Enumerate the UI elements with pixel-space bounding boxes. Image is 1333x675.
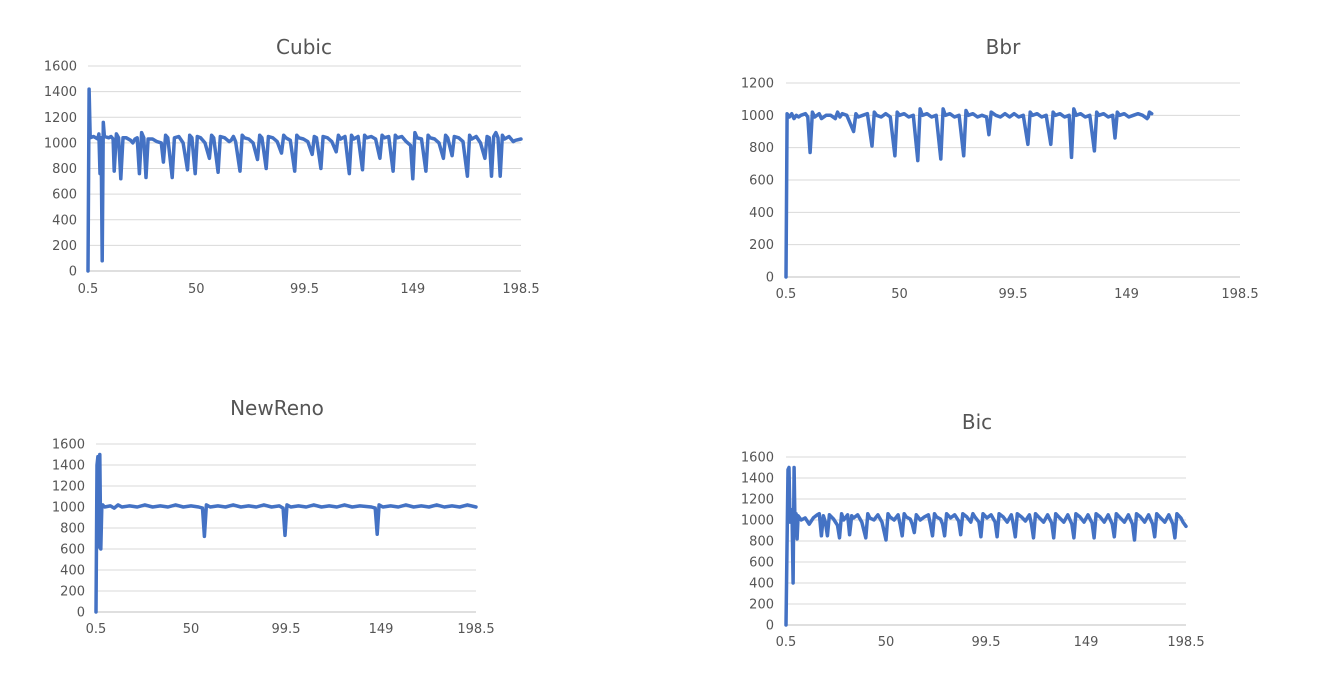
x-tick-label: 50 — [891, 287, 908, 302]
x-tick-label: 149 — [1074, 635, 1099, 650]
y-tick-label: 1000 — [44, 136, 77, 151]
y-tick-label: 0 — [766, 619, 774, 634]
x-tick-label: 50 — [878, 635, 895, 650]
x-tick-label: 149 — [1114, 287, 1139, 302]
x-tick-label: 0.5 — [776, 635, 797, 650]
y-tick-label: 200 — [60, 585, 85, 600]
x-tick-label: 99.5 — [972, 635, 1001, 650]
chart-title: NewReno — [230, 396, 324, 420]
y-tick-label: 1000 — [52, 501, 85, 516]
x-tick-label: 149 — [369, 622, 394, 637]
chart-title: Cubic — [276, 35, 332, 59]
y-tick-label: 0 — [69, 265, 77, 280]
x-tick-label: 198.5 — [1167, 635, 1204, 650]
y-tick-label: 1200 — [52, 480, 85, 495]
x-tick-label: 149 — [400, 282, 425, 297]
x-tick-label: 99.5 — [999, 287, 1028, 302]
y-tick-label: 1000 — [741, 514, 774, 529]
chart-newreno: NewReno 0 200 400 600 800 1000 1200 1400 1600 0.5 5… — [52, 396, 495, 637]
chart-bbr: Bbr 0 200 400 600 800 1000 1200 0.5 50 99.5 149 198.… — [741, 35, 1259, 302]
series-line — [784, 107, 1154, 279]
y-tick-label: 1400 — [44, 85, 77, 100]
y-tick-label: 400 — [52, 213, 77, 228]
y-tick-label: 200 — [749, 598, 774, 613]
y-tick-label: 400 — [749, 206, 774, 221]
series-line — [784, 465, 1188, 627]
y-tick-label: 1200 — [741, 493, 774, 508]
x-tick-label: 50 — [188, 282, 205, 297]
y-tick-label: 400 — [749, 577, 774, 592]
y-tick-label: 1200 — [44, 111, 77, 126]
x-tick-label: 0.5 — [776, 287, 797, 302]
x-tick-label: 99.5 — [272, 622, 301, 637]
y-tick-label: 1000 — [741, 109, 774, 124]
x-tick-label: 0.5 — [78, 282, 99, 297]
x-tick-label: 198.5 — [457, 622, 494, 637]
y-tick-label: 1200 — [741, 77, 774, 92]
y-tick-label: 800 — [60, 522, 85, 537]
y-tick-label: 600 — [749, 174, 774, 189]
y-tick-label: 200 — [52, 239, 77, 254]
chart-title: Bic — [962, 410, 992, 434]
y-tick-label: 1400 — [741, 472, 774, 487]
x-tick-label: 198.5 — [502, 282, 539, 297]
x-tick-label: 50 — [183, 622, 200, 637]
series-line — [86, 87, 523, 273]
y-tick-label: 800 — [52, 162, 77, 177]
x-tick-label: 0.5 — [86, 622, 107, 637]
y-tick-label: 0 — [77, 606, 85, 621]
x-tick-label: 99.5 — [290, 282, 319, 297]
y-tick-label: 800 — [749, 141, 774, 156]
y-tick-label: 400 — [60, 564, 85, 579]
x-tick-label: 198.5 — [1221, 287, 1258, 302]
y-tick-label: 600 — [749, 556, 774, 571]
y-tick-label: 1400 — [52, 459, 85, 474]
chart-cubic: Cubic 0 200 400 600 800 1000 1200 1400 1600 0.5 50 9… — [44, 35, 540, 297]
y-tick-label: 800 — [749, 535, 774, 550]
y-tick-label: 1600 — [52, 438, 85, 453]
y-tick-label: 1600 — [44, 60, 77, 75]
y-tick-label: 600 — [52, 188, 77, 203]
y-tick-label: 200 — [749, 238, 774, 253]
series-line — [94, 452, 478, 614]
y-tick-label: 1600 — [741, 451, 774, 466]
y-tick-label: 0 — [766, 271, 774, 286]
y-tick-label: 600 — [60, 543, 85, 558]
chart-title: Bbr — [986, 35, 1021, 59]
